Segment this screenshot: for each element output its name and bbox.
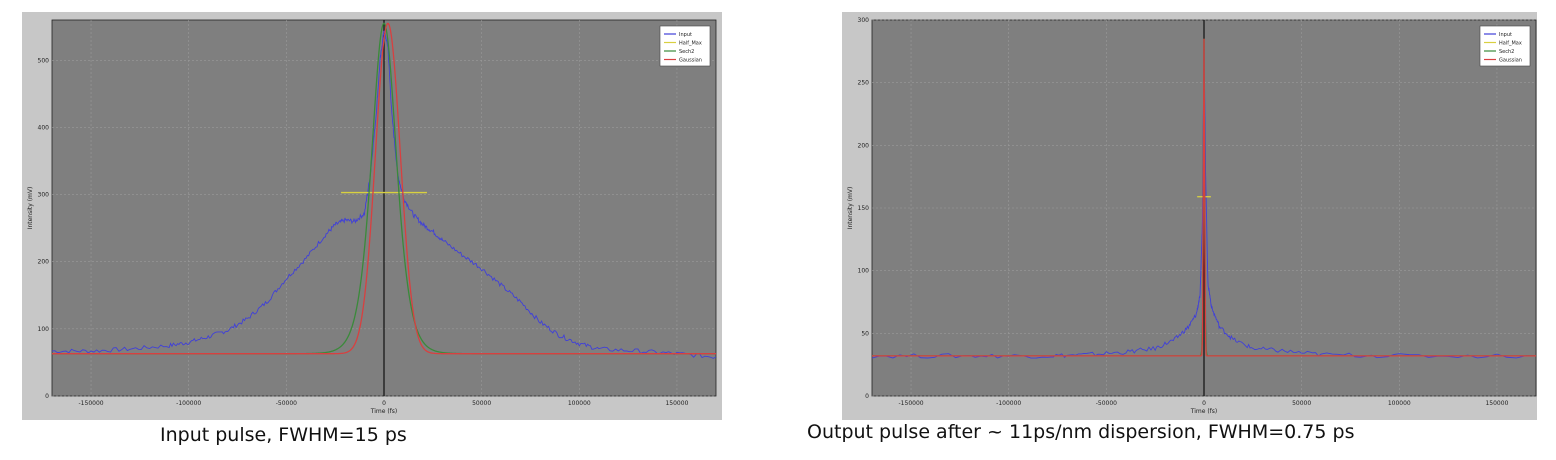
y-tick-label: 300: [858, 17, 870, 24]
y-tick-label: 0: [865, 393, 869, 400]
series-input-line: [52, 30, 716, 359]
output-pulse-caption: Output pulse after ~ 11ps/nm dispersion,…: [807, 421, 1355, 443]
legend-label: Sech2: [1499, 49, 1514, 55]
legend-label: Gaussian: [679, 58, 702, 64]
y-tick-label: 50: [861, 330, 869, 337]
output-pulse-chart-panel: -150000 -100000 -50000 0 50000 100000 150000 0 5…: [842, 12, 1537, 420]
x-tick-label: 150000: [665, 400, 688, 407]
y-tick-label: 300: [38, 192, 50, 199]
y-tick-label: 500: [38, 57, 50, 64]
series-gaussian-line: [872, 38, 1536, 357]
legend: Input Half_Max Sech2 Gaussian: [659, 25, 711, 67]
legend-label: Input: [1499, 32, 1512, 38]
y-axis-label: Intensity (mV): [27, 187, 34, 230]
y-tick-label: 150: [858, 205, 870, 212]
x-axis-label: Time (fs): [370, 408, 398, 415]
y-tick-label: 0: [45, 393, 49, 400]
x-tick-label: 100000: [1388, 400, 1411, 407]
series-group: [872, 20, 1536, 396]
input-pulse-chart: -150000 -100000 -50000 0 50000 100000 150000 0 1…: [27, 19, 717, 415]
x-tick-label: 50000: [472, 400, 491, 407]
y-tick-label: 250: [858, 80, 870, 87]
legend-label: Sech2: [679, 49, 694, 55]
y-tick-label: 200: [858, 142, 870, 149]
x-tick-label: -50000: [1096, 400, 1117, 407]
legend-label: Input: [679, 32, 692, 38]
x-tick-label: 0: [1202, 400, 1206, 407]
x-tick-label: -100000: [176, 400, 201, 407]
x-tick-label: 100000: [568, 400, 591, 407]
x-tick-label: -50000: [276, 400, 297, 407]
legend-label: Gaussian: [1499, 58, 1522, 64]
x-tick-label: 0: [382, 400, 386, 407]
x-tick-label: -150000: [899, 400, 924, 407]
y-tick-label: 200: [38, 259, 50, 266]
y-tick-label: 400: [38, 124, 50, 131]
x-axis-label: Time (fs): [1190, 408, 1218, 415]
y-tick-label: 100: [38, 326, 50, 333]
input-pulse-caption: Input pulse, FWHM=15 ps: [160, 424, 407, 446]
series-gaussian-line: [52, 22, 716, 355]
legend-label: Half_Max: [1499, 41, 1522, 47]
x-tick-label: 150000: [1485, 400, 1508, 407]
input-pulse-chart-panel: -150000 -100000 -50000 0 50000 100000 150000 0 1…: [22, 12, 722, 420]
output-pulse-chart: -150000 -100000 -50000 0 50000 100000 150000 0 5…: [847, 17, 1537, 415]
legend-label: Half_Max: [679, 41, 702, 47]
y-tick-label: 100: [858, 268, 870, 275]
x-tick-label: -150000: [79, 400, 104, 407]
y-axis-label: Intensity (mV): [847, 187, 854, 230]
x-tick-label: 50000: [1292, 400, 1311, 407]
series-group: [52, 20, 716, 396]
legend: Input Half_Max Sech2 Gaussian: [1479, 25, 1531, 67]
x-tick-label: -100000: [996, 400, 1021, 407]
